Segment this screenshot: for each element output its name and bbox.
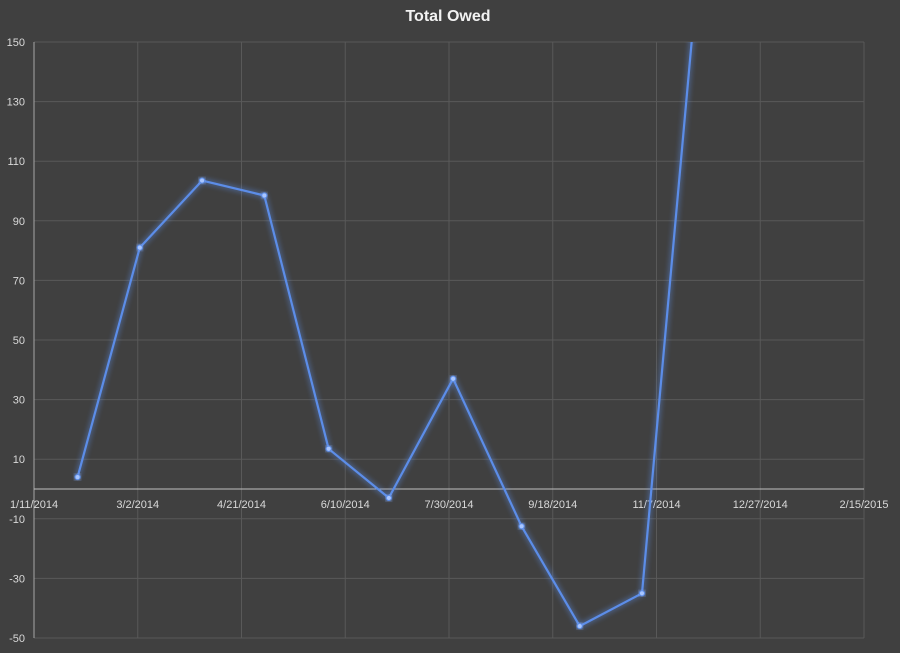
- data-point: [136, 244, 143, 251]
- data-point: [518, 523, 525, 530]
- x-tick-label: 1/11/2014: [10, 499, 58, 511]
- y-tick-label: 10: [13, 454, 25, 466]
- x-tick-label: 9/18/2014: [528, 499, 577, 511]
- data-point: [385, 494, 392, 502]
- data-point: [325, 445, 332, 452]
- y-tick-label: 30: [13, 395, 25, 407]
- y-tick-label: 130: [7, 97, 25, 109]
- data-point: [638, 590, 646, 597]
- y-tick-labels: 150 130 110 90 70 50 30 10 -10 -30 -50: [7, 37, 25, 645]
- series-line: [76, 42, 693, 628]
- x-tick-label: 3/2/2014: [116, 499, 159, 511]
- data-point: [576, 622, 583, 630]
- y-tick-label: 150: [7, 37, 25, 49]
- y-tick-label: 90: [13, 216, 25, 228]
- chart-title: Total Owed: [405, 8, 490, 25]
- data-point: [74, 473, 81, 481]
- x-tick-label: 7/30/2014: [425, 499, 474, 511]
- data-point: [198, 177, 206, 184]
- series-group: [74, 42, 693, 630]
- x-tick-label: 4/21/2014: [217, 499, 266, 511]
- data-point: [261, 192, 268, 199]
- y-tick-label: -30: [9, 573, 25, 585]
- y-tick-label: -10: [9, 514, 25, 526]
- y-tick-label: -50: [9, 633, 25, 645]
- y-tick-label: 110: [7, 156, 25, 168]
- y-tick-label: 70: [13, 275, 25, 287]
- y-tick-label: 50: [13, 335, 25, 347]
- x-tick-label: 11/7/2014: [632, 499, 680, 511]
- data-point: [450, 375, 457, 382]
- axes: [33, 42, 864, 638]
- x-tick-label: 6/10/2014: [321, 499, 370, 511]
- x-tick-label: 2/15/2015: [840, 499, 889, 511]
- x-tick-label: 12/27/2014: [733, 499, 788, 511]
- x-tick-labels: 1/11/2014 3/2/2014 4/21/2014 6/10/2014 7/30/…: [10, 499, 889, 511]
- gridlines: [33, 41, 865, 639]
